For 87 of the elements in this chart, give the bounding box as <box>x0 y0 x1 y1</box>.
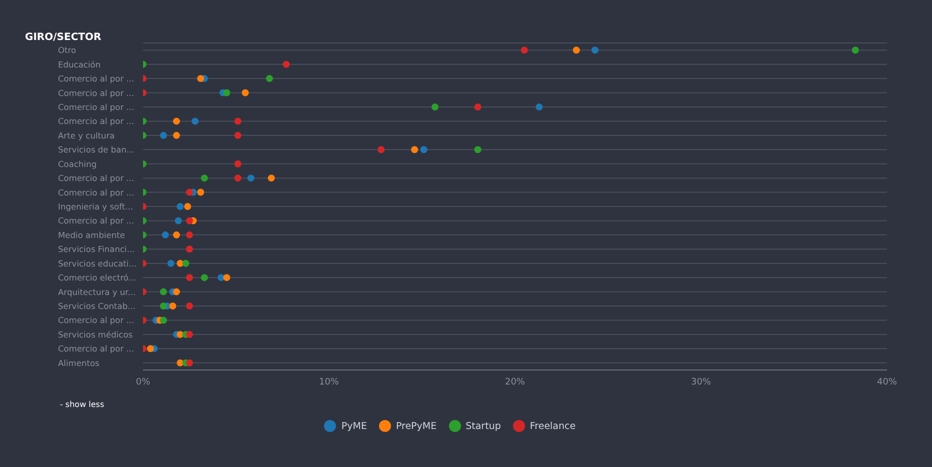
point <box>182 260 190 267</box>
point <box>186 274 193 282</box>
y-tick-label: Comercio electró... <box>58 272 136 283</box>
legend-label: Startup <box>466 420 501 432</box>
point <box>184 203 192 210</box>
y-tick-label: Medio ambiente <box>58 230 126 240</box>
text: - show less <box>60 400 104 409</box>
point <box>167 260 174 267</box>
point <box>160 288 167 296</box>
y-tick-label: Ingenieria y soft... <box>58 202 134 212</box>
y-tick-label: Comercio al por ... <box>58 74 134 84</box>
y-tick-label: Servicios Financi... <box>58 244 135 254</box>
point <box>378 146 385 154</box>
point <box>160 302 167 310</box>
point <box>172 118 180 125</box>
x-tick-label: 20% <box>504 377 526 388</box>
point <box>176 330 184 338</box>
point <box>852 46 859 54</box>
y-tick-label: Comercio al por ... <box>58 344 134 354</box>
point <box>172 288 180 296</box>
point <box>234 174 242 182</box>
legend-label: PrePyME <box>396 420 437 432</box>
point <box>160 132 167 139</box>
point <box>169 302 176 310</box>
x-tick-label: 30% <box>690 377 712 388</box>
point <box>186 330 193 338</box>
y-tick-label: Comercio al por ... <box>58 216 134 226</box>
point <box>474 103 482 110</box>
y-tick-label: Comercio al por ... <box>58 315 134 326</box>
point <box>200 274 208 282</box>
x-tick-label: 40% <box>876 377 898 388</box>
x-tick-label: 0% <box>136 377 151 388</box>
point <box>411 146 418 154</box>
point <box>432 103 439 110</box>
y-tick-label: Alimentos <box>58 358 100 368</box>
point <box>186 359 193 366</box>
point <box>282 60 290 68</box>
chart-title: GIRO/SECTOR <box>25 32 102 43</box>
point <box>172 132 180 139</box>
y-tick-label: Comercio al por ... <box>58 88 134 98</box>
point <box>247 174 254 182</box>
point <box>200 174 208 182</box>
point <box>234 160 242 168</box>
point <box>192 118 199 125</box>
legend-label: PyME <box>341 420 367 432</box>
legend-label: Freelance <box>530 420 576 432</box>
point <box>186 302 193 310</box>
point <box>218 274 225 282</box>
point <box>186 217 193 224</box>
point <box>591 46 598 54</box>
point <box>223 89 230 96</box>
point <box>146 345 154 352</box>
y-tick-label: Servicios médicos <box>58 329 133 340</box>
y-tick-label: Otro <box>58 45 76 56</box>
y-tick-label: Arquitectura y ur... <box>58 286 136 297</box>
point <box>268 174 275 182</box>
point <box>186 188 193 196</box>
y-tick-label: Comercio al por ... <box>58 187 134 198</box>
point <box>536 103 543 110</box>
y-tick-label: Servicios de ban... <box>58 144 134 155</box>
point <box>223 274 230 282</box>
point <box>197 188 204 196</box>
point <box>162 231 169 238</box>
y-tick-label: Comercio al por ... <box>58 116 134 126</box>
y-tick-label: Comercio al por ... <box>58 173 134 184</box>
point <box>234 132 242 139</box>
y-tick-label: Servicios Contab... <box>58 301 136 312</box>
point <box>186 246 193 253</box>
point <box>520 46 528 54</box>
y-tick-label: Educación <box>58 59 101 70</box>
point <box>172 231 180 238</box>
y-tick-label: Comercio al por ... <box>58 102 134 112</box>
point <box>572 46 580 54</box>
point <box>266 75 273 82</box>
point <box>242 89 249 96</box>
point <box>474 146 482 154</box>
point <box>176 203 184 210</box>
y-tick-label: Servicios educati... <box>58 258 137 268</box>
point <box>197 75 204 82</box>
y-tick-label: Coaching <box>58 158 97 169</box>
point <box>234 118 242 125</box>
point <box>420 146 428 154</box>
x-tick-label: 10% <box>318 377 340 388</box>
point <box>186 231 193 238</box>
y-tick-label: Arte y cultura <box>58 130 115 140</box>
point <box>174 217 182 224</box>
point <box>160 316 167 324</box>
